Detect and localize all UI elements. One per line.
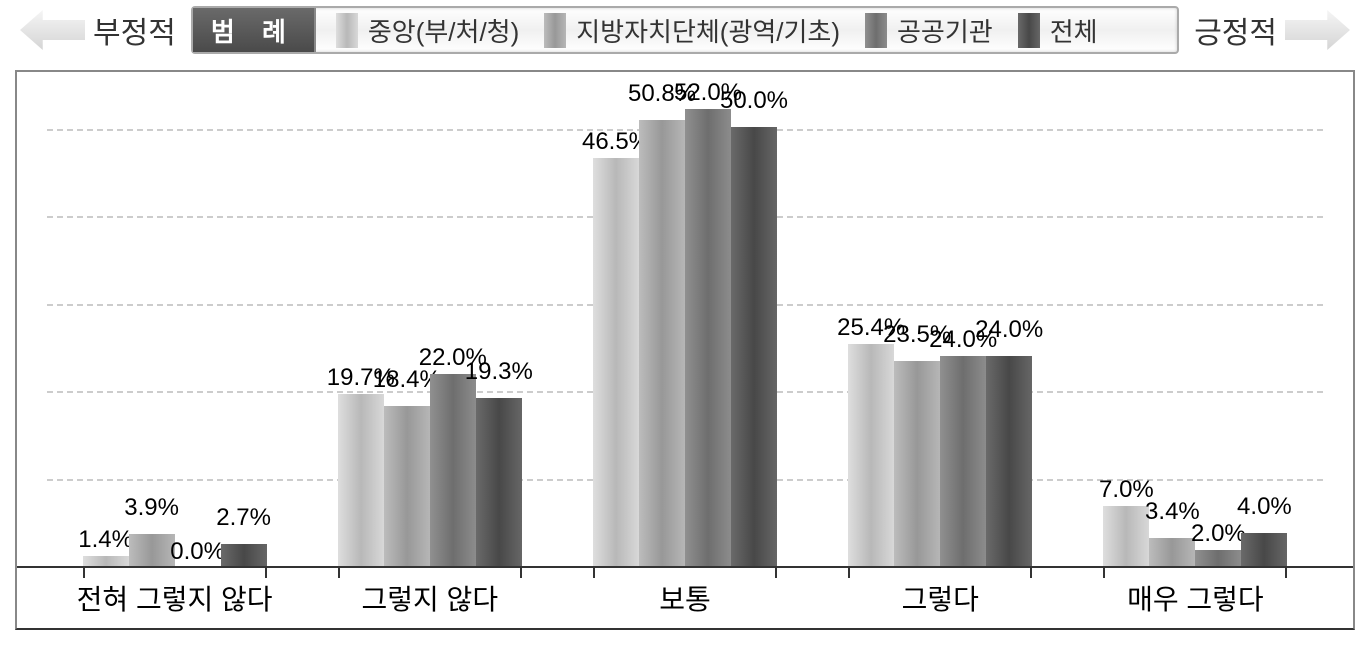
bar: 2.7%: [221, 544, 267, 568]
x-axis-labels: 전혀 그렇지 않다그렇지 않다보통그렇다매우 그렇다: [47, 578, 1323, 618]
bar-wrap: 50.0%: [731, 127, 777, 568]
positive-label: 긍정적: [1194, 8, 1277, 52]
bar-wrap: 19.7%: [338, 394, 384, 568]
legend-label: 공공기관: [897, 12, 993, 49]
x-axis-label: 매우 그렇다: [1068, 578, 1323, 618]
bar-wrap: 7.0%: [1103, 506, 1149, 568]
bar: 25.4%: [848, 344, 894, 568]
arrow-right-icon: [1285, 10, 1350, 50]
bar-value-label: 24.0%: [975, 316, 1043, 344]
legend-swatch-icon: [336, 13, 358, 48]
chart-container: 1.4%3.9%0.0%2.7%19.7%18.4%22.0%19.3%46.5…: [15, 70, 1355, 630]
bar-wrap: 3.4%: [1149, 538, 1195, 568]
negative-label: 부정적: [93, 8, 176, 52]
axis-tick: [1030, 568, 1032, 578]
legend-title: 범 례: [193, 8, 316, 52]
bar: 7.0%: [1103, 506, 1149, 568]
legend-box: 범 례 중앙(부/처/청) 지방자치단체(광역/기초) 공공기관 전체: [191, 6, 1179, 54]
bar: 23.5%: [894, 361, 940, 568]
bar: 50.8%: [639, 120, 685, 568]
bar: 24.0%: [940, 356, 986, 568]
legend-item-2: 공공기관: [865, 12, 993, 49]
arrow-left-icon: [20, 10, 85, 50]
bar-wrap: 3.9%: [129, 534, 175, 568]
bar-wrap: 19.3%: [476, 398, 522, 568]
legend-item-1: 지방자치단체(광역/기초): [544, 12, 840, 49]
legend-item-3: 전체: [1018, 12, 1098, 49]
bar: 19.7%: [338, 394, 384, 568]
bar: 19.3%: [476, 398, 522, 568]
axis-tick: [520, 568, 522, 578]
x-axis-label: 그렇지 않다: [302, 578, 557, 618]
legend-swatch-icon: [1018, 13, 1040, 48]
x-axis-label: 보통: [557, 578, 812, 618]
axis-tick: [775, 568, 777, 578]
legend-item-0: 중앙(부/처/청): [336, 12, 519, 49]
bar-group: 1.4%3.9%0.0%2.7%: [47, 87, 302, 568]
bar: 18.4%: [384, 406, 430, 568]
bar-value-label: 3.9%: [124, 494, 179, 522]
bar-wrap: 4.0%: [1241, 533, 1287, 568]
bar-wrap: 24.0%: [940, 356, 986, 568]
bar: 52.0%: [685, 109, 731, 568]
x-axis-label: 그렇다: [813, 578, 1068, 618]
x-axis-label: 전혀 그렇지 않다: [47, 578, 302, 618]
positive-arrow: 긍정적: [1194, 8, 1350, 52]
bar: 24.0%: [986, 356, 1032, 568]
bar-wrap: 22.0%: [430, 374, 476, 568]
chart-header: 부정적 범 례 중앙(부/처/청) 지방자치단체(광역/기초) 공공기관 전체 긍정적: [0, 0, 1370, 60]
axis-tick: [83, 568, 85, 578]
bar-groups: 1.4%3.9%0.0%2.7%19.7%18.4%22.0%19.3%46.5…: [47, 87, 1323, 568]
bar: 3.9%: [129, 534, 175, 568]
bar-wrap: 25.4%: [848, 344, 894, 568]
bar-value-label: 1.4%: [78, 526, 133, 554]
bar-wrap: 2.7%: [221, 544, 267, 568]
bar-group: 7.0%3.4%2.0%4.0%: [1068, 87, 1323, 568]
legend-label: 중앙(부/처/청): [368, 12, 519, 49]
bar-wrap: 46.5%: [593, 158, 639, 568]
legend-swatch-icon: [865, 13, 887, 48]
bar: 22.0%: [430, 374, 476, 568]
bar-wrap: 18.4%: [384, 406, 430, 568]
bar-value-label: 0.0%: [170, 538, 225, 566]
axis-tick: [338, 568, 340, 578]
x-axis: [17, 566, 1353, 568]
bar-group: 19.7%18.4%22.0%19.3%: [302, 87, 557, 568]
bar-wrap: 52.0%: [685, 109, 731, 568]
legend-label: 전체: [1050, 12, 1098, 49]
bar-value-label: 19.3%: [465, 358, 533, 386]
bar-value-label: 50.0%: [720, 87, 788, 115]
bar-value-label: 2.7%: [216, 504, 271, 532]
bar-value-label: 4.0%: [1237, 493, 1292, 521]
axis-tick: [1285, 568, 1287, 578]
bar-wrap: 50.8%: [639, 120, 685, 568]
bar-wrap: 23.5%: [894, 361, 940, 568]
bar-group: 25.4%23.5%24.0%24.0%: [813, 87, 1068, 568]
axis-tick: [848, 568, 850, 578]
legend-label: 지방자치단체(광역/기초): [576, 12, 840, 49]
bar: 50.0%: [731, 127, 777, 568]
legend-swatch-icon: [544, 13, 566, 48]
axis-tick: [265, 568, 267, 578]
axis-tick: [593, 568, 595, 578]
bar-value-label: 2.0%: [1191, 520, 1246, 548]
bar: 4.0%: [1241, 533, 1287, 568]
bar-wrap: 24.0%: [986, 356, 1032, 568]
bar-group: 46.5%50.8%52.0%50.0%: [557, 87, 812, 568]
bar: 3.4%: [1149, 538, 1195, 568]
plot-area: 1.4%3.9%0.0%2.7%19.7%18.4%22.0%19.3%46.5…: [47, 87, 1323, 568]
negative-arrow: 부정적: [20, 8, 176, 52]
bar: 46.5%: [593, 158, 639, 568]
axis-tick: [1103, 568, 1105, 578]
